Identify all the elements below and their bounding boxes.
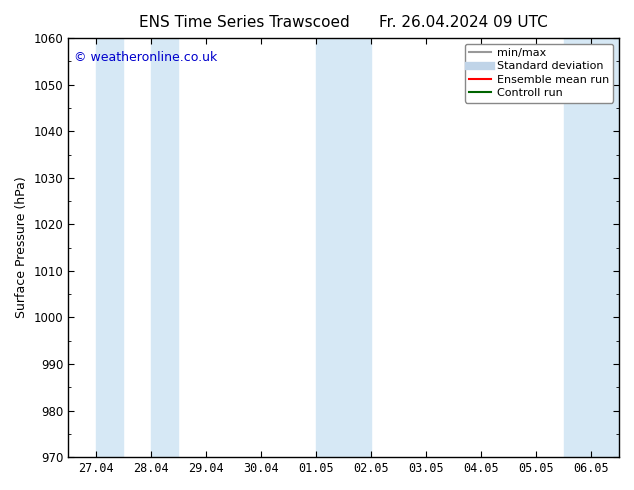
Legend: min/max, Standard deviation, Ensemble mean run, Controll run: min/max, Standard deviation, Ensemble me… — [465, 44, 614, 102]
Bar — [316, 38, 371, 457]
Text: © weatheronline.co.uk: © weatheronline.co.uk — [74, 50, 217, 64]
Y-axis label: Surface Pressure (hPa): Surface Pressure (hPa) — [15, 177, 28, 318]
Title: ENS Time Series Trawscoed      Fr. 26.04.2024 09 UTC: ENS Time Series Trawscoed Fr. 26.04.2024… — [139, 15, 548, 30]
Bar — [96, 38, 123, 457]
Bar — [564, 38, 619, 457]
Bar — [151, 38, 178, 457]
